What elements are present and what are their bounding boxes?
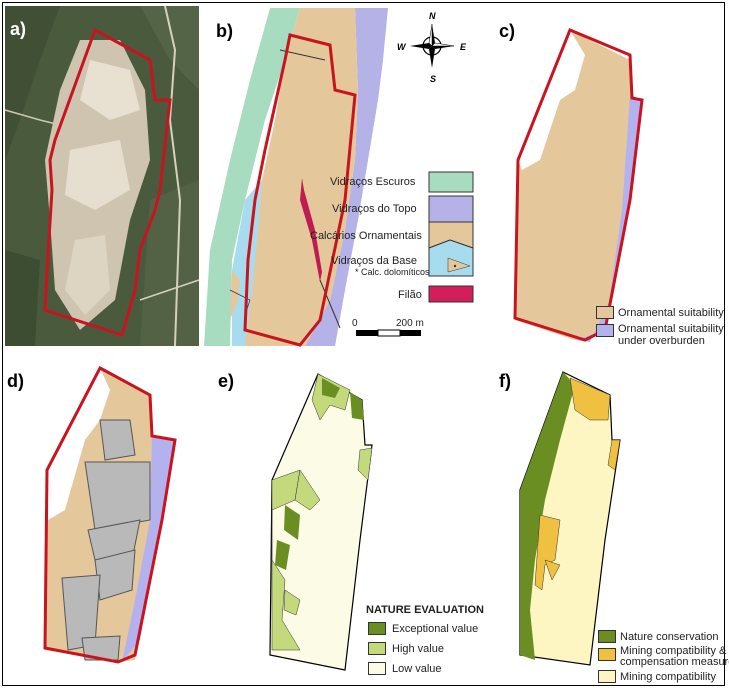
legend-swatch-nature-conservation [598, 630, 616, 643]
panel-d-mining-blocks [43, 365, 177, 664]
panel-label-e: e) [218, 371, 235, 391]
legend-label-mining-compat: Mining compatibility [620, 671, 716, 683]
exceptional-value-area [284, 505, 300, 540]
legend-label-vidracos-base: Vidraços da Base [331, 255, 418, 267]
panel-label-a: a) [10, 19, 27, 39]
stratigraphic-column [428, 171, 474, 303]
legend-label-overburden-1: Ornamental suitability [618, 323, 724, 335]
legend-note-dolomiticos: * Calc. dolomíticos [355, 267, 430, 277]
scale-distance: 200 m [396, 318, 424, 329]
calcarios-ornamentais-area [240, 8, 358, 346]
vidracos-escuros-area [204, 8, 300, 346]
panel-a-satellite [4, 5, 200, 347]
legend-swatch-exceptional [368, 622, 386, 635]
legend-label-exceptional: Exceptional value [392, 623, 479, 635]
compass-s: S [430, 74, 436, 84]
exceptional-value-area [322, 378, 340, 398]
compass-icon [410, 23, 455, 68]
legend-label-low: Low value [392, 663, 442, 675]
mining-block [99, 419, 136, 461]
exceptional-value-area [350, 392, 364, 420]
legend-label-vidracos-escuros: Vidraços Escuros [330, 176, 416, 188]
legend-title-nature-evaluation: NATURE EVALUATION [366, 604, 484, 616]
legend-swatch-high [368, 642, 386, 655]
compensation-area [569, 377, 611, 421]
legend-label-high: High value [392, 643, 444, 655]
legend-swatch-mining-compat [598, 670, 616, 683]
high-value-area [271, 469, 301, 651]
vidracos-do-topo-area [305, 8, 388, 346]
legend-label-vidracos-topo: Vidraços do Topo [332, 203, 417, 215]
quarry-boundary-b [243, 33, 357, 347]
scale-bar [356, 329, 421, 337]
quarry-boundary-c [513, 28, 644, 342]
panel-c-suitability [513, 28, 644, 342]
panel-f-compatibility [519, 371, 621, 666]
legend-label-overburden-2: under overburden [618, 335, 705, 347]
legend-label-compensation-2: compensation measure [620, 656, 729, 668]
scale-zero: 0 [352, 318, 358, 329]
mining-block [81, 635, 121, 661]
compensation-area [534, 514, 561, 591]
legend-label-nature-conservation: Nature conservation [620, 631, 719, 643]
overburden-area [575, 95, 642, 342]
compass-n: N [429, 11, 436, 21]
legend-label-filao: Filão [398, 289, 422, 301]
panel-e-nature-evaluation [269, 373, 373, 671]
panel-label-c: c) [499, 21, 516, 41]
legend-label-calcarios: Calcários Ornamentais [310, 230, 422, 242]
legend-swatch-compensation [598, 648, 616, 661]
legend-swatch-ornamental [596, 306, 614, 319]
legend-label-compensation-1: Mining compatibility & [620, 645, 727, 657]
panel-label-d: d) [7, 371, 24, 391]
legend-swatch-overburden [596, 324, 614, 337]
mining-block [84, 461, 151, 531]
legend-label-ornamental: Ornamental suitability [618, 307, 724, 319]
panel-label-f: f) [499, 371, 511, 391]
nature-conservation-area [520, 372, 575, 660]
quarry-boundary [43, 27, 172, 337]
exceptional-value-area [275, 540, 290, 570]
panel-label-b: b) [216, 21, 233, 41]
panel-b-geology: N S E W [204, 8, 474, 347]
quarry-boundary-d [43, 365, 177, 664]
legend-swatch-low [368, 662, 386, 675]
compass-w: W [397, 42, 407, 52]
compass-e: E [460, 42, 467, 52]
filao-vein [300, 178, 322, 282]
